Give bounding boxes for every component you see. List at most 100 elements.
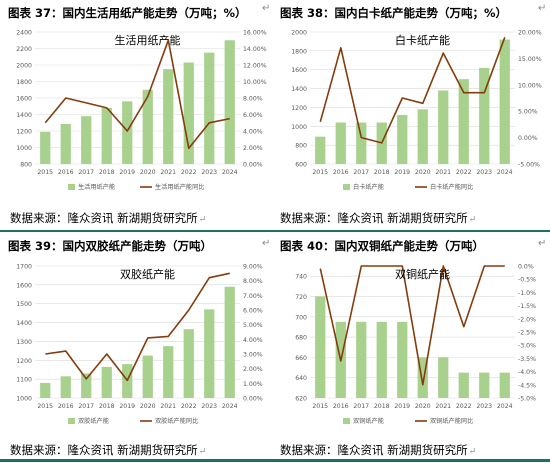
panel-2-source-mark: ↵ [468,215,477,225]
bar [204,309,215,398]
y-left-tick-label: 1000 [291,124,307,131]
bar [417,357,428,398]
x-tick-label: 2016 [58,169,74,176]
panel-3-corner-mark: ↵ [262,238,271,249]
panel-1-corner-mark: ↵ [262,3,271,14]
y-right-tick-label: 6.00% [243,308,263,315]
panel-4-source-mark: ↵ [468,447,477,457]
y-right-tick-label: -3.0% [518,343,536,350]
bar [60,376,71,398]
y-left-tick-label: 620 [295,396,307,403]
panel-1-source-mark: ↵ [198,215,207,225]
x-tick-label: 2023 [476,403,492,410]
bar [356,122,367,164]
x-tick-label: 2024 [497,403,513,410]
legend-bar-label: 生活用纸产能 [78,183,115,191]
x-tick-label: 2016 [333,169,349,176]
panel-1-caption: 图表 37：国内生活用纸产能走势（万吨；%） [8,6,247,20]
y-left-tick-label: 720 [295,294,307,301]
x-tick-label: 2017 [353,169,369,176]
x-tick-label: 2015 [37,169,53,176]
panel-2-corner-mark: ↵ [538,3,547,14]
chart-living-paper: 800 1000 1200 1400 1600 1800 2000 2200 2400 0.00%… [16,30,267,192]
x-tick-label: 2017 [78,169,94,176]
bar [315,136,326,164]
y-left-tick-label: 2400 [16,30,32,37]
y-right-tick-label: 0.00% [243,162,263,169]
x-tick-label: 2018 [374,403,390,410]
y-right-tick-label: 10.00% [518,82,542,89]
x-tick-label: 2019 [119,403,135,410]
y-right-tick-label: -1.5% [518,303,536,310]
y-right-tick-label: -2.5% [518,330,536,337]
legend-line-label: 生活用纸产能同比 [155,183,205,191]
y-right-tick-label: 4.00% [243,337,263,344]
bar [499,39,510,164]
x-tick-label: 2024 [222,403,238,410]
chart-title: 双铜纸产能 [395,267,450,281]
panel-3-source-mark: ↵ [198,447,207,457]
x-tick-label: 2023 [201,403,217,410]
y-right-tick-label: 15.00% [518,56,542,63]
y-left-tick-label: 1300 [16,339,32,346]
x-tick-label: 2021 [160,403,176,410]
y-left-tick-label: 1800 [291,48,307,55]
legend-bar-swatch [343,418,350,424]
y-right-tick-label: 2.00% [243,145,263,152]
x-tick-label: 2016 [58,403,74,410]
series-line [319,37,506,144]
y-right-tick-label: 3.00% [243,352,263,359]
legend-bar-label: 双胶纸产能 [78,417,109,425]
y-left-tick-label: 1400 [291,86,307,93]
y-right-tick-label: 16.00% [243,30,267,37]
y-left-tick-label: 1400 [16,112,32,119]
bar [81,373,92,398]
bar [204,52,215,164]
chart-offset-paper: 1000 1100 1200 1300 1400 1500 1600 1700 0.00% 1.0… [16,264,263,426]
legend-bar-swatch [68,418,75,424]
bar [315,296,326,398]
y-right-tick-label: -2.0% [518,316,536,323]
y-left-tick-label: 1000 [16,145,32,152]
bar [376,321,387,398]
x-tick-label: 2020 [415,169,431,176]
legend-bar-swatch [68,184,75,190]
x-tick-label: 2017 [353,403,369,410]
panel-1-source-text: 数据来源：隆众资讯 新湖期货研究所 [10,211,198,225]
bar [101,366,112,398]
x-tick-label: 2023 [201,169,217,176]
panel-4-corner-mark: ↵ [538,238,547,249]
panel-2-source-text: 数据来源：隆众资讯 新湖期货研究所 [280,211,468,225]
bar [40,382,51,398]
bar [60,123,71,164]
x-tick-label: 2019 [119,169,135,176]
bar [438,357,449,398]
y-right-tick-label: 6.00% [243,112,263,119]
x-tick-label: 2015 [312,169,328,176]
y-right-tick-label: -3.5% [518,356,536,363]
y-right-tick-label: 12.00% [243,63,267,70]
bar [417,109,428,164]
panel-4-caption: 图表 40：国内双铜纸产能走势（万吨） [280,239,485,253]
bar [458,372,469,398]
y-right-tick-label: -1.0% [518,290,536,297]
chart-title: 生活用纸产能 [115,33,181,47]
y-right-tick-label: 8.00% [243,96,263,103]
x-tick-label: 2019 [394,169,410,176]
y-left-tick-label: 2000 [16,63,32,70]
bar [163,69,174,164]
bar [40,131,51,164]
legend-bar-label: 白卡纸产能 [353,183,384,191]
panel-4-source-text: 数据来源：隆众资讯 新湖期货研究所 [280,443,468,457]
y-left-tick-label: 680 [295,335,307,342]
bar [479,372,490,398]
x-tick-label: 2022 [181,403,197,410]
bar [101,107,112,164]
panel-3: 图表 39：国内双胶纸产能走势（万吨） ↵ 1000 1100 1200 1300 14… [0,232,275,463]
x-tick-label: 2023 [476,169,492,176]
y-right-tick-label: -4.5% [518,382,536,389]
bar [458,79,469,164]
x-tick-label: 2021 [435,403,451,410]
y-left-tick-label: 1600 [291,67,307,74]
panel-3-source-text: 数据来源：隆众资讯 新湖期货研究所 [10,443,198,457]
